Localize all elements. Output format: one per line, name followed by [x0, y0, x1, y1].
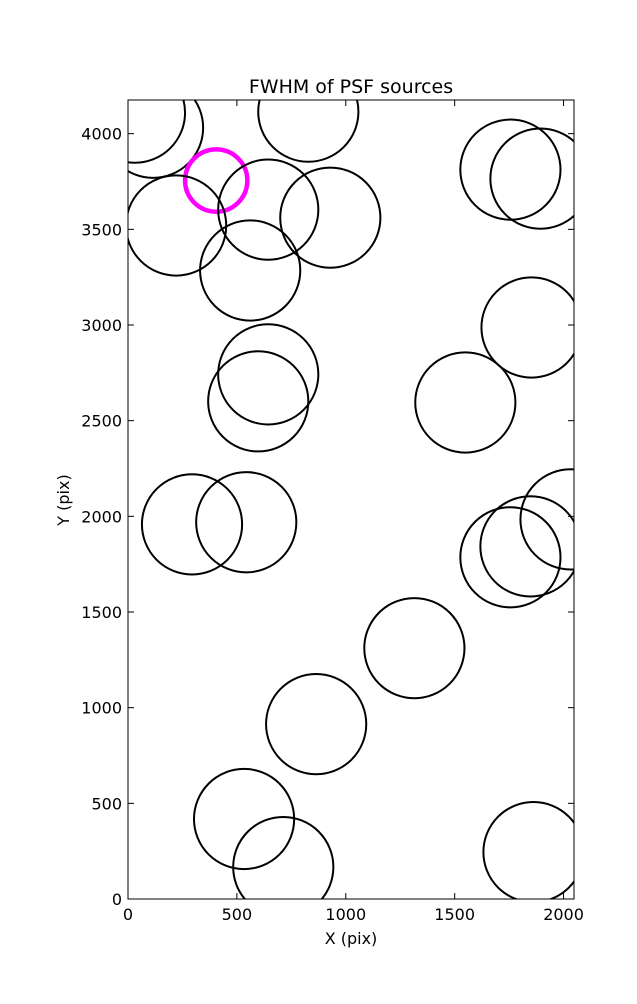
chart-title: FWHM of PSF sources: [249, 76, 453, 98]
source-circle: [479, 495, 574, 598]
y-axis-label: Y (pix): [54, 474, 73, 526]
y-tick-label: 0: [112, 890, 122, 909]
y-tick-label: 3000: [81, 316, 122, 335]
source-circle: [459, 506, 562, 609]
axes-frame: [127, 99, 575, 900]
source-circle: [414, 351, 517, 454]
y-tick-label: 2000: [81, 507, 122, 526]
y-tick-label: 2500: [81, 412, 122, 431]
source-circle: [195, 471, 298, 574]
x-axis-label: X (pix): [325, 929, 378, 948]
y-tick-label: 500: [91, 794, 122, 813]
source-circle: [279, 166, 382, 269]
source-circle: [217, 323, 320, 426]
x-tick-label: 1500: [434, 905, 475, 924]
y-tick-label: 3500: [81, 220, 122, 239]
x-tick-label: 0: [123, 905, 133, 924]
source-circle: [265, 673, 368, 776]
x-tick-label: 2000: [543, 905, 584, 924]
source-circle: [363, 597, 466, 700]
source-circle: [207, 350, 310, 453]
x-tick-label: 500: [222, 905, 253, 924]
source-circle: [519, 468, 574, 571]
source-circle: [257, 100, 360, 163]
y-tick-label: 1500: [81, 603, 122, 622]
source-circle: [480, 276, 574, 379]
source-circle: [199, 219, 302, 322]
y-tick-label: 1000: [81, 699, 122, 718]
source-circle: [217, 158, 320, 261]
source-circle: [482, 801, 574, 899]
source-circle: [140, 473, 244, 576]
x-tick-label: 1000: [325, 905, 366, 924]
source-circle: [489, 127, 574, 230]
source-circle: [182, 147, 250, 214]
source-circle: [232, 815, 335, 899]
source-circle: [128, 100, 187, 164]
plot-area: [128, 100, 574, 899]
source-circle: [128, 100, 205, 179]
y-tick-label: 4000: [81, 125, 122, 144]
